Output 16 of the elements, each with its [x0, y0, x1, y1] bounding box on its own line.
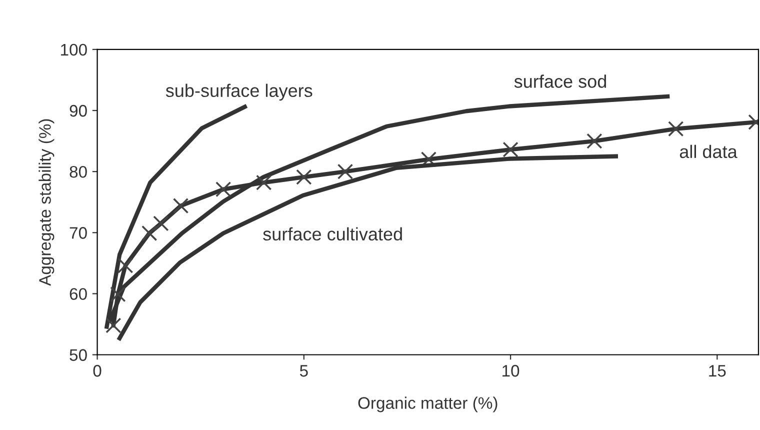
x-tick-label: 0: [93, 364, 102, 377]
series-label: all data: [680, 144, 738, 158]
x-axis-title: Organic matter (%): [358, 396, 498, 412]
y-tick-label: 80: [70, 166, 87, 178]
y-tick-label: 100: [61, 44, 87, 56]
y-tick-label: 60: [70, 288, 87, 300]
series-label: surface sod: [514, 74, 606, 88]
y-tick-label: 50: [70, 349, 87, 361]
series-label: surface cultivated: [263, 227, 402, 241]
y-tick-label: 70: [70, 227, 87, 239]
x-tick-label: 5: [300, 365, 308, 377]
y-axis-title: Aggregate stability (%): [38, 119, 54, 286]
series-label: sub-surface layers: [166, 84, 312, 101]
x-tick-label: 10: [502, 364, 520, 377]
x-tick-label: 15: [709, 365, 726, 377]
y-tick-label: 90: [70, 104, 87, 117]
